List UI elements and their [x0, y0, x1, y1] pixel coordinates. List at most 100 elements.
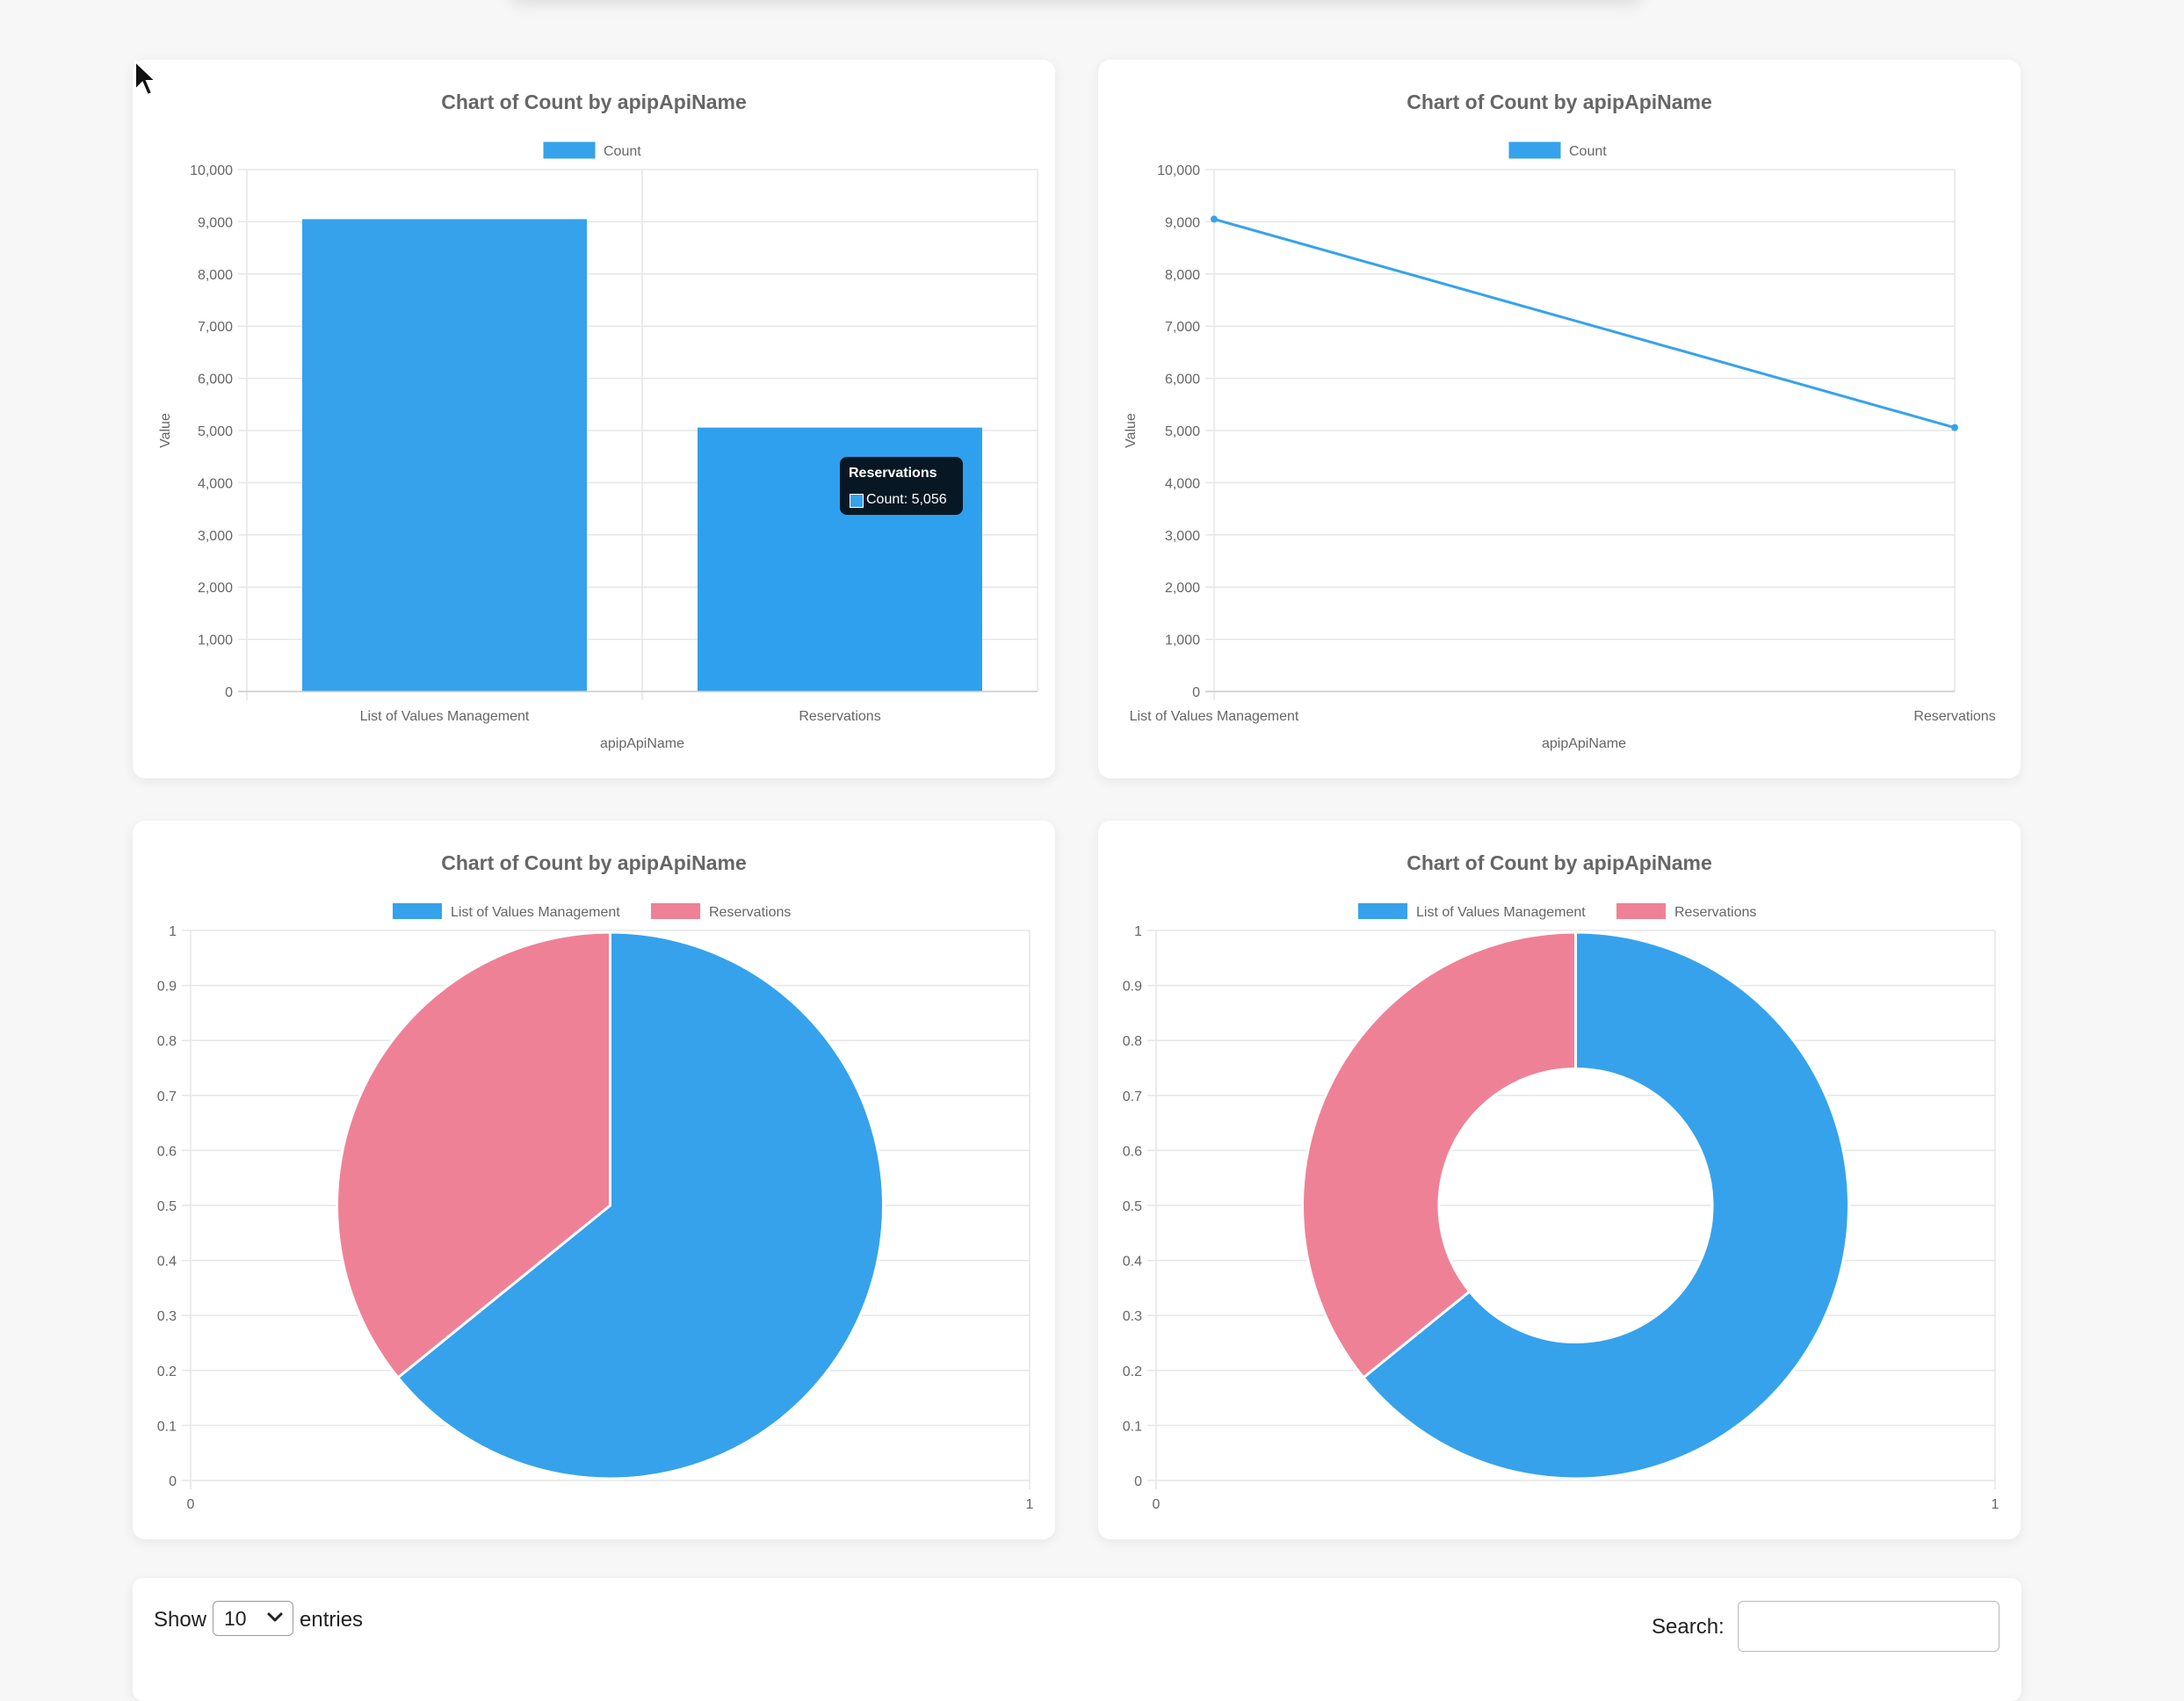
y-tick-label: 0 [1192, 685, 1200, 700]
x-tick-label: 0 [187, 1497, 195, 1512]
pie-chart: Chart of Count by apipApiName List of Val… [157, 851, 1034, 1512]
y-tick-label: 0.6 [1123, 1144, 1142, 1159]
legend-swatch [543, 141, 596, 159]
y-tick-label: 0.4 [1123, 1255, 1142, 1270]
y-tick-label: 1 [1134, 924, 1142, 939]
y-tick-label: 0.7 [157, 1089, 177, 1104]
pie-slice [1361, 930, 1850, 1480]
line-chart-card: Chart of Count by apipApiName Count 0 1,000… [1098, 60, 2021, 778]
pie-chart-card: Chart of Count by apipApiName List of Val… [133, 821, 1055, 1539]
chart-title: Chart of Count by apipApiName [1407, 90, 1712, 113]
tooltip-body: Count: 5,056 [866, 492, 947, 507]
chevron-down-icon [267, 1612, 283, 1622]
bar-chart: Chart of Count by apipApiName Count 0 1,000… [158, 90, 1038, 751]
y-tick-label: 4,000 [1165, 476, 1200, 491]
y-tick-label: 0.1 [1123, 1419, 1142, 1434]
y-tick-label: 9,000 [1165, 215, 1200, 230]
y-tick-label: 0.8 [157, 1034, 177, 1049]
y-tick-label: 0.2 [1123, 1364, 1142, 1379]
entries-select[interactable]: 10 [213, 1601, 293, 1636]
y-axis-title: Value [1124, 413, 1139, 448]
x-tick-label: 1 [1992, 1497, 2000, 1512]
y-tick-label: 5,000 [198, 424, 233, 439]
y-tick-label: 5,000 [1165, 424, 1200, 439]
y-tick-label: 6,000 [1165, 373, 1200, 387]
chart-tooltip: Reservations Count: 5,056 [840, 457, 963, 515]
y-tick-label: 0.9 [1123, 980, 1142, 995]
series-line [1213, 217, 1956, 430]
y-tick-label: 0 [169, 1474, 177, 1489]
y-tick-label: 0.3 [157, 1309, 177, 1324]
y-tick-label: 8,000 [198, 268, 233, 283]
doughnut-chart: Chart of Count by apipApiName List of Val… [1123, 851, 2000, 1512]
y-tick-label: 0.9 [157, 980, 177, 995]
y-tick-label: 10,000 [1157, 163, 1200, 178]
chart-title: Chart of Count by apipApiName [441, 851, 747, 874]
x-tick-label: 1 [1026, 1497, 1034, 1512]
y-tick-label: 1,000 [198, 633, 233, 648]
y-tick-label: 1 [169, 924, 177, 939]
legend-label: List of Values Management [451, 905, 620, 920]
y-tick-label: 0 [1134, 1474, 1142, 1489]
y-tick-label: 0.6 [157, 1144, 177, 1159]
legend-swatch [393, 903, 442, 919]
y-tick-label: 0 [225, 685, 233, 700]
y-tick-label: 0.3 [1123, 1309, 1142, 1324]
y-tick-label: 0.8 [1123, 1034, 1142, 1049]
y-tick-label: 9,000 [198, 215, 233, 230]
x-tick-label: 0 [1153, 1497, 1161, 1512]
y-tick-label: 8,000 [1165, 268, 1200, 283]
y-tick-label: 4,000 [198, 476, 233, 491]
chart-title: Chart of Count by apipApiName [1407, 851, 1712, 874]
mouse-pointer-icon [134, 60, 157, 97]
x-tick-label: Reservations [799, 709, 880, 724]
legend-label: Count [1569, 144, 1607, 159]
y-tick-label: 2,000 [1165, 581, 1200, 596]
pie-slice [1301, 930, 1577, 1379]
data-point [1211, 215, 1218, 223]
y-tick-label: 0.7 [1123, 1089, 1142, 1104]
legend-label: Reservations [709, 905, 791, 920]
pie-slice [336, 930, 611, 1379]
tooltip-swatch [850, 494, 864, 508]
line-chart: Chart of Count by apipApiName Count 0 1,000… [1124, 90, 1996, 751]
pie-slice [395, 930, 885, 1480]
y-tick-label: 1,000 [1165, 633, 1200, 648]
x-tick-label: List of Values Management [1130, 709, 1299, 724]
x-tick-label: Reservations [1913, 709, 1995, 724]
x-axis-title: apipApiName [1542, 736, 1626, 751]
x-tick-label: List of Values Management [360, 709, 530, 724]
bar-chart-card: Chart of Count by apipApiName Count 0 1,000… [133, 60, 1055, 778]
legend-swatch [1616, 903, 1666, 919]
legend-label: Count [604, 144, 641, 159]
legend-label: Reservations [1674, 905, 1756, 920]
y-tick-label: 6,000 [198, 373, 233, 387]
y-tick-label: 0.5 [1123, 1199, 1142, 1214]
bar [302, 219, 587, 691]
y-tick-label: 2,000 [198, 581, 233, 596]
y-tick-label: 0.2 [157, 1364, 177, 1379]
y-tick-label: 3,000 [1165, 529, 1200, 544]
entries-label: entries [300, 1608, 364, 1632]
legend-swatch [1358, 903, 1407, 919]
y-tick-label: 7,000 [198, 320, 233, 335]
y-axis-title: Value [158, 413, 173, 448]
doughnut-chart-card: Chart of Count by apipApiName List of Val… [1098, 821, 2021, 1539]
table-controls: Show 10 entries Search: [133, 1578, 2021, 1701]
chart-title: Chart of Count by apipApiName [441, 90, 747, 113]
x-axis-title: apipApiName [600, 736, 684, 751]
y-tick-label: 0.4 [157, 1255, 177, 1270]
legend-swatch [1508, 141, 1561, 159]
y-tick-label: 0.1 [157, 1419, 177, 1434]
entries-select-value: 10 [224, 1607, 247, 1630]
y-tick-label: 3,000 [198, 529, 233, 544]
y-tick-label: 0.5 [157, 1199, 177, 1214]
search-input[interactable] [1738, 1601, 2000, 1652]
show-label: Show [154, 1608, 207, 1632]
legend-label: List of Values Management [1416, 905, 1586, 920]
search-label: Search: [1652, 1615, 1725, 1639]
data-point [1951, 423, 1958, 431]
y-tick-label: 10,000 [190, 163, 233, 178]
y-tick-label: 7,000 [1165, 320, 1200, 335]
legend-swatch [651, 903, 700, 919]
